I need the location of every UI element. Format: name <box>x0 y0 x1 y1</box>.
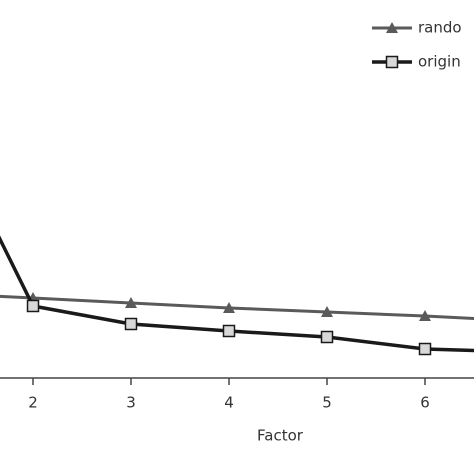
data-point <box>124 317 138 331</box>
legend-label: rando <box>418 19 462 37</box>
data-point <box>419 310 431 321</box>
data-point <box>125 297 137 308</box>
x-tick-label: 4 <box>224 394 234 412</box>
series-line <box>0 294 474 321</box>
data-point <box>222 324 236 338</box>
data-point <box>321 306 333 317</box>
x-tick-label: 3 <box>126 394 136 412</box>
legend-marker <box>385 55 399 69</box>
data-point <box>223 302 235 313</box>
data-point <box>26 299 40 313</box>
x-tick-label: 5 <box>322 394 332 412</box>
data-point <box>320 330 334 344</box>
x-tick-label: 6 <box>420 394 430 412</box>
x-tick-label: 2 <box>28 394 38 412</box>
legend-label: origin <box>418 53 461 71</box>
data-point <box>418 342 432 356</box>
legend-marker <box>386 22 398 33</box>
x-axis-label: Factor <box>257 427 304 445</box>
